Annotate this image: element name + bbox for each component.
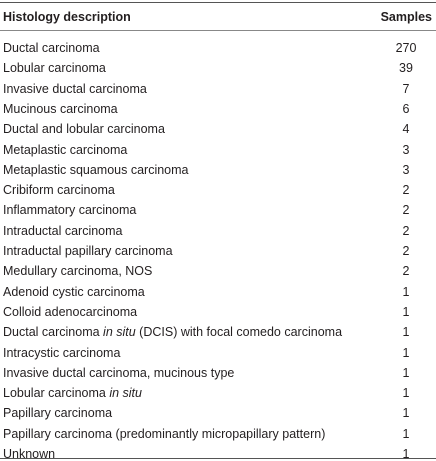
row-label: Invasive ductal carcinoma [3, 81, 147, 96]
row-label: Papillary carcinoma [3, 406, 113, 421]
row-label: Intracystic carcinoma [3, 345, 121, 360]
label-part: (DCIS) with focal comedo carcinoma [135, 325, 343, 340]
row-samples: 3 [402, 142, 410, 157]
label-part: Ductal carcinoma [3, 325, 104, 340]
row-samples: 7 [402, 81, 410, 96]
row-samples: 1 [402, 345, 410, 360]
row-label: Colloid adenocarcinoma [3, 304, 138, 319]
row-label: Metaplastic carcinoma [3, 142, 128, 157]
row-samples: 1 [402, 406, 410, 421]
row-samples: 1 [402, 447, 410, 461]
row-samples: 2 [402, 264, 410, 279]
row-samples: 1 [402, 426, 410, 441]
row-label: Ductal carcinoma [3, 41, 100, 55]
row-label: Lobular carcinoma [3, 61, 106, 76]
row-label: Lobular carcinoma in situ [3, 386, 142, 400]
column-header: Histology description [3, 10, 131, 24]
row-label: Papillary carcinoma (predominantly micro… [3, 426, 326, 441]
row-samples: 39 [399, 61, 413, 76]
row-samples: 4 [402, 122, 410, 137]
row-samples: 1 [402, 325, 410, 340]
row-samples: 3 [402, 162, 410, 177]
row-label: Unknown [3, 447, 56, 461]
bottom-rule [0, 458, 436, 459]
row-samples: 1 [402, 365, 410, 380]
row-samples: 2 [402, 183, 410, 198]
row-samples: 1 [402, 284, 410, 299]
row-samples: 2 [402, 223, 410, 238]
row-samples: 2 [402, 203, 410, 218]
row-samples: 6 [402, 101, 410, 116]
row-label: Metaplastic squamous carcinoma [3, 162, 189, 177]
label-part: in situ [103, 325, 136, 340]
row-label: Invasive ductal carcinoma, mucinous type [3, 365, 235, 380]
row-label: Cribiform carcinoma [3, 183, 115, 198]
label-part: Lobular carcinoma [3, 386, 110, 401]
label-part: in situ [109, 386, 142, 401]
row-label: Intraductal carcinoma [3, 223, 123, 238]
row-label: Mucinous carcinoma [3, 101, 118, 116]
header-rule [0, 30, 436, 31]
top-rule [0, 2, 436, 3]
row-label: Ductal and lobular carcinoma [3, 122, 165, 137]
row-samples: 1 [402, 386, 410, 401]
column-header: Samples [380, 10, 432, 24]
row-label: Ductal carcinoma in situ (DCIS) with foc… [3, 325, 342, 339]
row-label: Intraductal papillary carcinoma [3, 244, 173, 258]
row-label: Medullary carcinoma, NOS [3, 264, 153, 279]
row-samples: 270 [395, 41, 417, 55]
row-label: Adenoid cystic carcinoma [3, 284, 145, 299]
row-samples: 2 [402, 244, 410, 258]
row-samples: 1 [402, 304, 410, 319]
row-label: Inflammatory carcinoma [3, 203, 137, 218]
